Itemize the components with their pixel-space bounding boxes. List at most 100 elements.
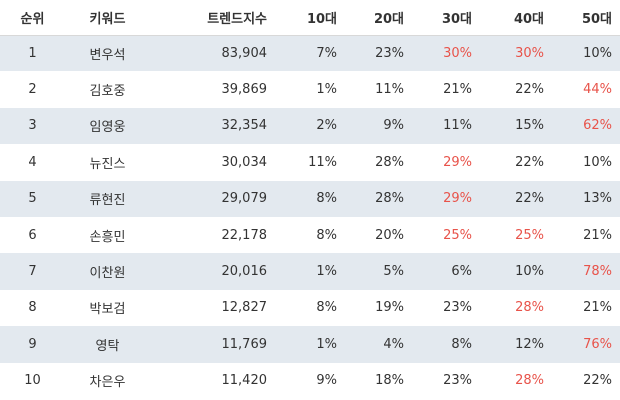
table-cell: 10%: [515, 264, 544, 280]
table-cell: 6: [28, 227, 37, 243]
table-cell: 23%: [375, 45, 404, 61]
table-cell: 1%: [316, 336, 337, 352]
table-cell: 4: [28, 154, 37, 170]
table-cell: 박보검: [89, 302, 126, 318]
table-row: 3 임영웅 32,354 2% 9% 11% 15% 62%: [0, 107, 620, 145]
table-cell: 1%: [316, 82, 337, 98]
header-cell: 10대: [275, 0, 345, 36]
table-cell: 11%: [375, 82, 404, 98]
table-cell: 20%: [375, 227, 404, 243]
table-cell: 78%: [583, 264, 612, 280]
table-cell: 39,869: [221, 82, 268, 98]
table-cell: 22%: [583, 373, 612, 389]
table-cell: 23%: [443, 373, 472, 389]
table-row: 8 박보검 12,827 8% 19% 23% 28% 21%: [0, 290, 620, 326]
table-cell: 21%: [583, 300, 612, 316]
header-cell: 트렌드지수: [150, 0, 275, 36]
table-cell: 뉴진스: [89, 156, 126, 172]
table-cell: 18%: [375, 373, 404, 389]
table-cell: 10%: [583, 154, 612, 170]
table-cell: 28%: [375, 191, 404, 207]
table-cell: 30,034: [221, 154, 268, 170]
table-cell: 12%: [515, 336, 544, 352]
table-cell: 25%: [443, 227, 472, 243]
table-cell: 19%: [375, 300, 404, 316]
table-cell: 1: [28, 45, 37, 61]
table-cell: 10: [24, 373, 41, 389]
header-cell: 키워드: [65, 0, 150, 36]
table-cell: 22%: [515, 154, 544, 170]
table-cell: 이찬원: [89, 266, 126, 282]
table-cell: 29%: [443, 154, 472, 170]
table-cell: 8%: [316, 227, 337, 243]
table-cell: 8%: [451, 336, 472, 352]
table-cell: 11%: [308, 154, 337, 170]
table-cell: 20,016: [221, 264, 268, 280]
table-cell: 손흥민: [89, 229, 126, 245]
table-row: 9 영탁 11,769 1% 4% 8% 12% 76%: [0, 326, 620, 363]
table-cell: 76%: [583, 336, 612, 352]
table-cell: 23%: [443, 300, 472, 316]
table-row: 5 류현진 29,079 8% 28% 29% 22% 13%: [0, 180, 620, 217]
table-cell: 5%: [383, 264, 404, 280]
table-cell: 7: [28, 264, 37, 280]
table-row: 7 이찬원 20,016 1% 5% 6% 10% 78%: [0, 253, 620, 290]
table-cell: 15%: [515, 118, 544, 134]
table-cell: 62%: [583, 118, 612, 134]
table-cell: 22%: [515, 191, 544, 207]
table-cell: 8%: [316, 191, 337, 207]
header-cell: 20대: [345, 0, 412, 36]
table-cell: 8: [28, 300, 37, 316]
table-body: 1 변우석 83,904 7% 23% 30% 30% 10% 2 김호중 39,869 1% 11% 2…: [0, 35, 620, 399]
table-cell: 11,420: [221, 373, 268, 389]
table-cell: 29%: [443, 191, 472, 207]
table-cell: 22%: [515, 82, 544, 98]
table-cell: 9%: [316, 373, 337, 389]
table-cell: 변우석: [89, 47, 126, 63]
table-cell: 9: [28, 336, 37, 352]
table-cell: 김호중: [89, 84, 126, 100]
table-cell: 5: [28, 191, 37, 207]
table-cell: 8%: [316, 300, 337, 316]
table-cell: 32,354: [221, 118, 268, 134]
table-cell: 28%: [515, 300, 544, 316]
table-cell: 21%: [443, 82, 472, 98]
table-cell: 25%: [515, 227, 544, 243]
table-row: 10 차은우 11,420 9% 18% 23% 28% 22%: [0, 363, 620, 399]
table-cell: 2: [28, 82, 37, 98]
table-cell: 임영웅: [89, 120, 126, 136]
header-cell: 40대: [480, 0, 552, 36]
table-cell: 9%: [383, 118, 404, 134]
table-row: 4 뉴진스 30,034 11% 28% 29% 22% 10%: [0, 144, 620, 180]
table-cell: 영탁: [95, 338, 120, 354]
table-cell: 2%: [316, 118, 337, 134]
table-row: 1 변우석 83,904 7% 23% 30% 30% 10%: [0, 35, 620, 72]
header-row: 순위 키워드 트렌드지수 10대 20대 30대 40대 50대: [0, 0, 620, 36]
table-cell: 6%: [451, 264, 472, 280]
table-cell: 22,178: [221, 227, 268, 243]
table-cell: 28%: [375, 154, 404, 170]
table-cell: 13%: [583, 191, 612, 207]
table-cell: 30%: [515, 45, 544, 61]
table-cell: 4%: [383, 336, 404, 352]
table-cell: 29,079: [221, 191, 268, 207]
header-cell: 50대: [552, 0, 620, 36]
table-cell: 21%: [583, 227, 612, 243]
table-cell: 1%: [316, 264, 337, 280]
table-row: 6 손흥민 22,178 8% 20% 25% 25% 21%: [0, 217, 620, 253]
table-cell: 83,904: [221, 45, 268, 61]
table-row: 2 김호중 39,869 1% 11% 21% 22% 44%: [0, 71, 620, 107]
table-cell: 차은우: [89, 375, 126, 391]
table-cell: 11,769: [221, 336, 268, 352]
table-cell: 10%: [583, 45, 612, 61]
header-cell: 순위: [0, 0, 65, 36]
table-cell: 30%: [443, 45, 472, 61]
table-cell: 12,827: [221, 300, 268, 316]
table-cell: 44%: [583, 82, 612, 98]
table-cell: 3: [28, 118, 37, 134]
table-cell: 류현진: [89, 193, 126, 209]
header-cell: 30대: [412, 0, 480, 36]
table-cell: 7%: [316, 45, 337, 61]
